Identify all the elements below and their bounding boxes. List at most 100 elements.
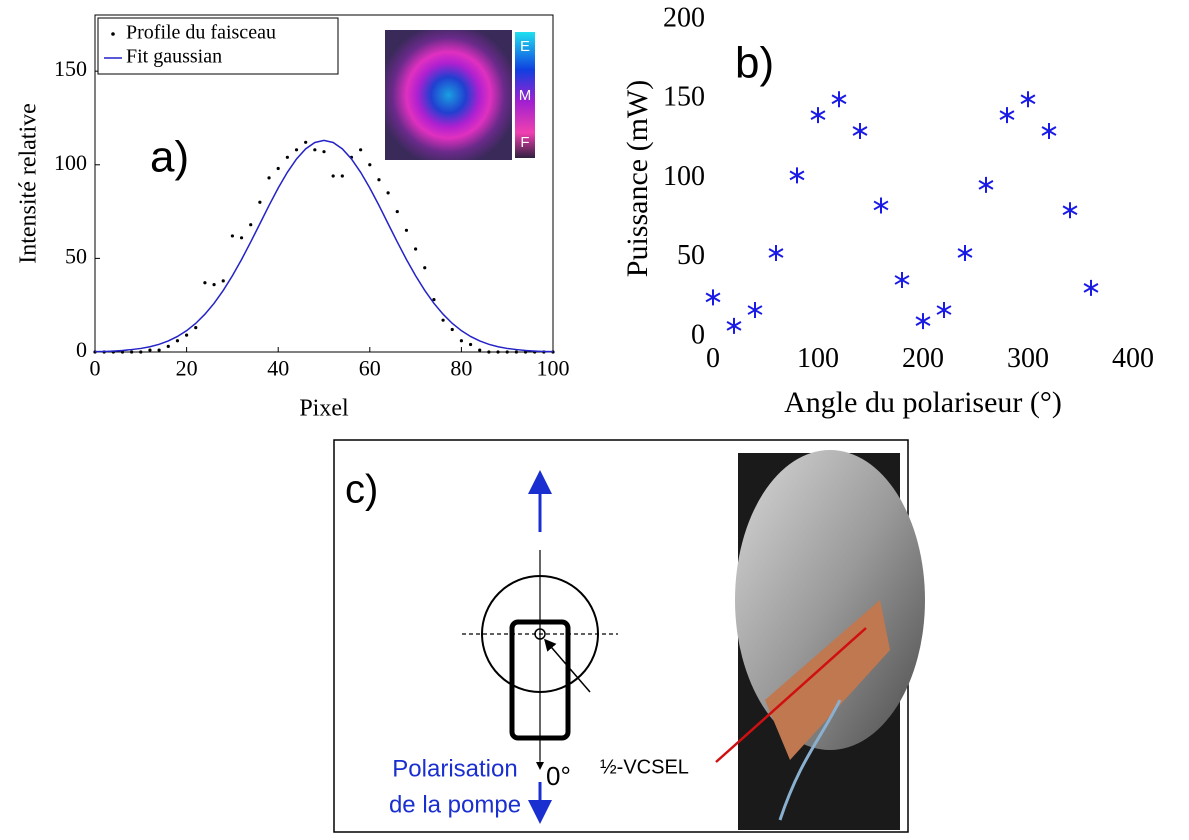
point — [1020, 91, 1036, 108]
point — [185, 333, 189, 337]
y-axis-label: Intensité relative — [16, 103, 42, 264]
colorbar-label: F — [520, 134, 529, 151]
photo-wire — [778, 699, 842, 821]
point — [322, 150, 326, 154]
point — [831, 91, 847, 108]
legend-label: Fit gaussian — [126, 46, 222, 68]
x-tick-label: 40 — [267, 356, 289, 381]
chip — [509, 619, 571, 741]
point — [148, 348, 152, 352]
point — [432, 297, 436, 302]
point — [285, 155, 289, 159]
x-tick-label: 60 — [359, 356, 381, 381]
point — [130, 350, 134, 354]
x-tick-label: 0 — [706, 343, 720, 374]
panel-label: b) — [735, 39, 774, 88]
point — [194, 326, 198, 330]
x-tick-label: 400 — [1112, 343, 1154, 374]
point — [894, 271, 910, 288]
y-tick-label: 100 — [663, 161, 705, 192]
x-tick-label: 20 — [176, 356, 198, 381]
point — [377, 178, 381, 182]
point — [468, 342, 473, 347]
legend-box — [97, 17, 339, 75]
polarisation-label: Polarisation — [392, 755, 517, 782]
x-tick-label: 100 — [537, 356, 570, 381]
y-tick-label: 50 — [65, 243, 87, 268]
point — [368, 163, 372, 167]
point — [386, 191, 390, 195]
photo-mount — [735, 450, 925, 750]
point — [166, 344, 170, 348]
polarisation-label: de la pompe — [389, 791, 521, 818]
point — [203, 281, 207, 285]
point — [810, 107, 826, 124]
x-tick-label: 300 — [1007, 343, 1049, 374]
point — [768, 244, 784, 261]
point — [1062, 202, 1078, 219]
photo-board — [765, 600, 890, 760]
x-axis-label: Angle du polariseur (°) — [784, 386, 1062, 419]
colorbar — [515, 32, 535, 158]
y-axis-label: Puissance (mW) — [621, 80, 654, 277]
x-tick-label: 200 — [902, 343, 944, 374]
chip-center — [534, 628, 546, 640]
y-tick-label: 150 — [54, 56, 87, 81]
point — [212, 283, 216, 287]
point — [978, 176, 994, 193]
point — [496, 350, 500, 354]
point — [957, 244, 973, 261]
x-axis-label: Pixel — [299, 396, 349, 422]
point — [139, 350, 143, 354]
point — [359, 148, 363, 152]
y-tick-label: 50 — [677, 240, 705, 271]
point — [514, 350, 518, 354]
point — [1041, 122, 1057, 139]
point — [249, 223, 253, 227]
point — [221, 279, 225, 283]
point — [304, 140, 308, 144]
point — [459, 339, 463, 343]
y-tick-label: 100 — [54, 150, 87, 175]
legend-swatch — [111, 32, 115, 36]
point — [258, 200, 262, 204]
photo — [735, 450, 925, 830]
point — [267, 176, 271, 180]
diagram: c) Polarisation de la pompe 0° ½-VCSEL — [333, 439, 925, 833]
point — [239, 236, 244, 240]
point — [873, 197, 889, 214]
panel-label: a) — [150, 133, 189, 182]
point — [230, 234, 234, 238]
angle-label: 0° — [546, 761, 571, 791]
point — [331, 174, 335, 178]
legend-label: Profile du faisceau — [126, 22, 276, 44]
point — [505, 350, 509, 354]
panel-label: c) — [345, 468, 378, 512]
fit-line — [94, 139, 554, 353]
beam-image — [385, 30, 512, 160]
point — [340, 174, 344, 178]
beam-inset: E M F — [385, 30, 535, 160]
x-tick-label: 80 — [450, 356, 472, 381]
x-tick-label: 100 — [797, 343, 839, 374]
pointer-arrow — [544, 638, 591, 693]
point — [705, 289, 721, 306]
point — [852, 122, 868, 139]
point — [441, 318, 445, 322]
pointer-red — [715, 627, 867, 763]
device-label: ½-VCSEL — [600, 756, 689, 778]
point — [915, 313, 931, 330]
point — [294, 148, 299, 152]
point — [423, 266, 427, 270]
y-tick-label: 200 — [663, 2, 705, 33]
point — [157, 348, 161, 352]
point — [789, 167, 805, 184]
plot-frame — [94, 14, 554, 353]
y-tick-label: 0 — [76, 337, 87, 362]
point — [487, 350, 491, 354]
point — [395, 209, 399, 214]
point — [450, 327, 454, 332]
point — [313, 148, 317, 152]
point — [478, 348, 482, 352]
